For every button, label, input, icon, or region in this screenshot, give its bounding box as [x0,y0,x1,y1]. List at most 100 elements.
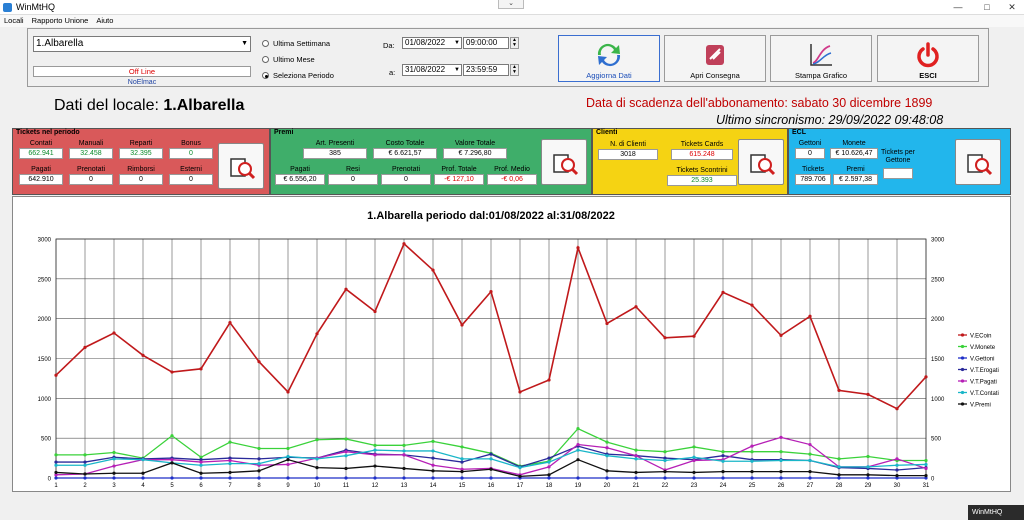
ecl-panel-title: ECL [792,129,806,136]
close-button[interactable]: ✕ [1008,2,1016,12]
stampa-grafico-button[interactable]: Stampa Grafico [770,35,872,82]
data-point-V.Gettoni [489,476,493,480]
data-point-V.Gettoni [779,476,783,480]
data-point-V.Monete [605,440,609,444]
data-point-V.ECoin [83,345,87,349]
apri-consegna-button[interactable]: Apri Consegna [664,35,766,82]
stat-label: Prenotati [76,166,106,173]
data-point-V.T.Erogati [257,457,261,461]
menu-aiuto[interactable]: Aiuto [96,16,114,25]
window-title: WinMtHQ [16,2,55,12]
delivery-icon [706,45,724,65]
chart-title: 1.Albarella periodo dal:01/08/2022 al:31… [367,210,615,222]
x-tick-label: 10 [314,483,321,489]
maximize-button[interactable]: □ [984,2,990,12]
y-tick-label-right: 0 [931,477,935,483]
data-point-V.ECoin [402,242,406,246]
ecl-premi-label: Premi [846,166,865,173]
data-point-V.T.Contati [112,457,116,461]
esci-button[interactable]: ESCI [877,35,979,82]
premi-detail-button[interactable] [541,139,587,185]
x-tick-label: 23 [691,483,698,489]
y-tick-label-left: 500 [41,437,52,443]
stat-cell: Esterni 0 [169,165,213,185]
y-tick-label-right: 3000 [931,238,945,244]
data-point-V.ECoin [141,353,145,357]
y-tick-label-left: 1500 [38,357,52,363]
data-point-V.Gettoni [83,476,87,480]
ecl-tickets-per-gettone: Tickets per Gettone [879,149,917,179]
aggiorna-dati-label: Aggiorna Dati [586,71,632,80]
data-point-V.ECoin [634,305,638,309]
ecl-detail-button[interactable] [955,139,1001,185]
data-point-V.ECoin [112,331,116,335]
data-point-V.Gettoni [837,476,841,480]
data-point-V.T.Contati [518,466,522,470]
data-point-V.Premi [54,470,58,475]
data-point-V.Monete [402,443,406,447]
data-point-V.T.Contati [576,448,580,452]
locale-select-value: 1.Albarella [36,38,84,49]
from-time-value: 09:00:00 [466,38,498,47]
to-time-spinner[interactable]: ▲ ▼ [510,64,519,76]
data-point-V.T.Pagati [605,446,609,450]
taskbar-item[interactable]: WinMtHQ [968,505,1024,520]
magnifier-icon [967,154,993,176]
data-point-V.Premi [779,470,783,474]
clienti-count: N. di Clienti 3018 [598,140,658,160]
status-offline: Off Line [33,66,251,77]
menu-locali[interactable]: Locali [4,16,24,25]
legend-label: V.T.Pagati [970,379,997,385]
aggiorna-dati-button[interactable]: Aggiorna Dati [558,35,660,82]
x-tick-label: 24 [720,483,727,489]
chevron-down-icon[interactable]: ⌄ [498,0,524,9]
ecl-tpg-label: Tickets per Gettone [881,149,915,164]
legend-label: V.Monete [970,345,996,351]
data-point-V.ECoin [779,333,783,337]
dati-locale-value: 1.Albarella [163,97,245,114]
stat-value: 0 [169,174,213,185]
data-point-V.Gettoni [315,476,319,480]
data-point-V.T.Contati [634,457,638,461]
radio-ultimo-mese[interactable]: Ultimo Mese [262,55,315,64]
radio-ultima-settimana[interactable]: Ultima Settimana [262,39,330,48]
data-point-V.Gettoni [112,476,116,480]
data-point-V.ECoin [170,370,174,374]
from-date-picker[interactable]: 01/08/2022 ▼ [402,37,462,49]
data-point-V.Monete [83,453,87,457]
to-time-input[interactable]: 23:59:59 [463,64,509,76]
data-point-V.Premi [170,461,174,465]
x-tick-label: 17 [517,483,524,489]
refresh-icon [597,43,621,67]
x-tick-label: 16 [488,483,495,489]
data-point-V.Monete [373,443,377,447]
minimize-button[interactable]: — [953,2,963,12]
tickets-detail-button[interactable] [218,143,264,189]
radio-label: Ultimo Mese [273,55,315,64]
x-tick-label: 3 [112,483,116,489]
stat-label: Valore Totale [454,140,496,147]
clienti-detail-button[interactable] [738,139,784,185]
x-tick-label: 1 [54,483,58,489]
from-time-spinner[interactable]: ▲ ▼ [510,37,519,49]
menu-rapporto-unione[interactable]: Rapporto Unione [31,16,89,25]
stat-label: Prof. Medio [494,166,530,173]
legend-marker [960,367,965,372]
from-time-input[interactable]: 09:00:00 [463,37,509,49]
x-tick-label: 15 [459,483,466,489]
data-point-V.T.Pagati [808,442,812,447]
ecl-monete-value: € 10.626,47 [830,148,878,159]
radio-seleziona-periodo[interactable]: Seleziona Periodo [262,71,334,80]
data-point-V.ECoin [460,323,464,327]
stat-cell: Prof. Medio -€ 0,06 [487,165,537,185]
data-point-V.T.Contati [83,463,87,467]
data-point-V.Premi [315,466,319,470]
data-point-V.T.Contati [54,463,58,467]
line-chart: 1.Albarella periodo dal:01/08/2022 al:31… [38,210,999,489]
data-point-V.ECoin [663,336,667,340]
data-point-V.T.Pagati [373,453,377,457]
locale-select[interactable]: 1.Albarella ▼ [33,36,251,52]
stat-label: Prof. Totale [441,166,477,173]
data-point-V.ECoin [924,375,928,379]
to-date-picker[interactable]: 31/08/2022 ▼ [402,64,462,76]
